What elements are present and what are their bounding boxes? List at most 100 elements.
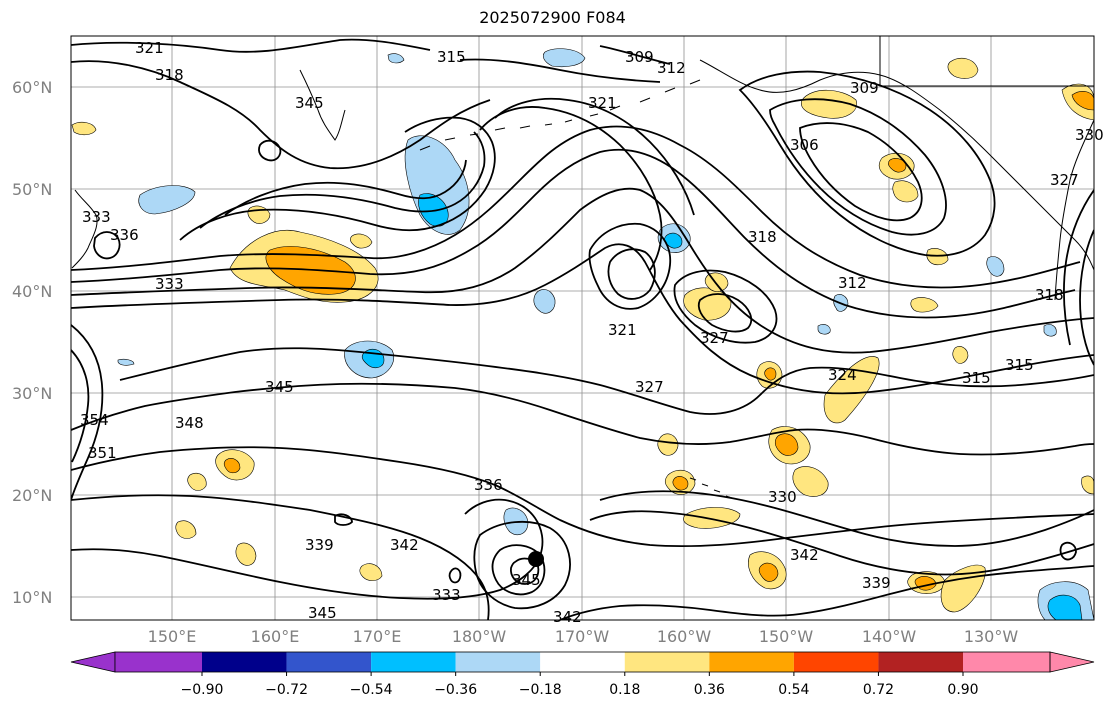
positive-anomaly-patch xyxy=(683,507,741,529)
colorbar-segment xyxy=(286,652,372,672)
colorbar-segment xyxy=(878,652,963,672)
kamchatka-coastline xyxy=(299,69,346,141)
contour-label: 327 xyxy=(700,329,729,347)
contour-label: 321 xyxy=(135,39,164,57)
negative-anomaly-patch xyxy=(117,358,135,366)
contour-label: 312 xyxy=(657,59,686,77)
lon-label: 150°W xyxy=(759,627,814,646)
positive-anomaly-patch xyxy=(235,542,257,566)
contour-label: 339 xyxy=(862,574,891,592)
contour-label: 345 xyxy=(295,94,324,112)
contour-label: 342 xyxy=(553,608,582,626)
contour-label: 330 xyxy=(768,488,797,506)
colorbar-tick-label: −0.72 xyxy=(265,682,308,698)
positive-anomaly-patch xyxy=(952,346,969,364)
lat-label: 60°N xyxy=(12,78,52,97)
lon-label: 160°W xyxy=(657,627,712,646)
lon-label: 160°E xyxy=(251,627,300,646)
colorbar: −0.90 −0.72 −0.54 −0.36 −0.18 0.18 0.36 0.54 0.7… xyxy=(70,651,1095,698)
lat-label: 50°N xyxy=(12,180,52,199)
colorbar-extend-max xyxy=(1049,651,1095,673)
positive-anomaly-patch xyxy=(792,466,829,497)
colorbar-segment xyxy=(963,652,1050,672)
contour-label: 315 xyxy=(1005,356,1034,374)
contour-label: 309 xyxy=(850,79,879,97)
plot-area xyxy=(71,36,1094,620)
lon-label: 150°E xyxy=(148,627,197,646)
positive-anomaly-patch xyxy=(175,520,197,539)
positive-anomaly-patch xyxy=(1081,475,1094,495)
contour-label: 354 xyxy=(80,411,109,429)
contour-label: 345 xyxy=(265,378,294,396)
colorbar-segment xyxy=(709,652,794,672)
contour-labels: 321 318 315 309 312 321 309 306 330 327 … xyxy=(80,39,1104,626)
lon-label: 170°W xyxy=(555,627,610,646)
contour-label: 324 xyxy=(828,366,857,384)
negative-anomaly-core xyxy=(1047,594,1083,620)
positive-anomaly-patch xyxy=(801,89,857,119)
positive-anomaly-core xyxy=(774,433,799,456)
contour-label: 309 xyxy=(625,48,654,66)
colorbar-tick-label: 0.90 xyxy=(947,682,978,698)
positive-anomaly-patch xyxy=(910,297,939,313)
contour-label: 327 xyxy=(635,378,664,396)
positive-anomaly-patch xyxy=(683,287,732,321)
lat-label: 10°N xyxy=(12,588,52,607)
hawaii-islands xyxy=(689,477,733,499)
contour-label: 333 xyxy=(155,275,184,293)
lon-label: 130°W xyxy=(964,627,1019,646)
positive-anomaly-patch xyxy=(350,233,373,249)
contour-label: 321 xyxy=(608,321,637,339)
gridlines xyxy=(71,36,1094,620)
negative-anomaly-patch xyxy=(387,53,405,64)
colorbar-segment xyxy=(202,652,287,672)
contour-label: 321 xyxy=(588,94,617,112)
lat-label: 20°N xyxy=(12,486,52,505)
contour-label: 339 xyxy=(305,536,334,554)
contour-label: 333 xyxy=(82,208,111,226)
positive-anomaly-patch xyxy=(947,57,979,79)
latitude-labels: 60°N 50°N 40°N 30°N 20°N 10°N xyxy=(12,78,52,607)
contour-label: 345 xyxy=(512,571,541,589)
colorbar-extend-min xyxy=(70,651,116,673)
colorbar-segment xyxy=(371,652,456,672)
colorbar-tick-label: −0.54 xyxy=(350,682,393,698)
colorbar-segment xyxy=(793,652,879,672)
colorbar-tick-label: −0.90 xyxy=(181,682,224,698)
positive-anomaly-core xyxy=(764,367,777,381)
positive-anomaly-patch xyxy=(892,180,919,203)
colorbar-segment xyxy=(115,652,202,672)
positive-anomaly-patch xyxy=(359,563,383,581)
contour-label: 336 xyxy=(110,226,139,244)
contour-label: 315 xyxy=(962,369,991,387)
contour-label: 312 xyxy=(838,274,867,292)
lon-label: 140°W xyxy=(862,627,917,646)
colorbar-segment xyxy=(624,652,710,672)
positive-anomaly-patch xyxy=(657,433,679,456)
alaska-coastline xyxy=(699,59,1094,271)
contour-label: 315 xyxy=(437,48,466,66)
contour-label: 345 xyxy=(308,604,337,622)
height-contours xyxy=(71,38,1094,620)
plot-frame xyxy=(70,35,1095,621)
contour-label: 306 xyxy=(790,136,819,154)
contour-label: 333 xyxy=(432,586,461,604)
negative-anomaly-patch xyxy=(542,48,586,68)
positive-anomaly-core xyxy=(672,476,689,491)
contour-label: 330 xyxy=(1075,126,1104,144)
lon-label: 170°E xyxy=(353,627,402,646)
contour-label: 318 xyxy=(155,66,184,84)
negative-anomaly-patch xyxy=(138,185,196,215)
positive-anomaly-patch xyxy=(71,121,97,136)
contour-label: 327 xyxy=(1050,171,1079,189)
colorbar-tick-label: −0.18 xyxy=(519,682,562,698)
contour-label: 351 xyxy=(88,444,117,462)
negative-anomaly-patch xyxy=(817,324,831,335)
positive-anomaly-patch xyxy=(187,472,207,491)
longitude-labels: 150°E 160°E 170°E 180°W 170°W 160°W 150°… xyxy=(148,627,1019,646)
negative-anomaly-patch xyxy=(1043,324,1057,337)
map-title: 2025072900 F084 xyxy=(479,8,626,27)
colorbar-tick-label: 0.54 xyxy=(778,682,809,698)
contour-label: 336 xyxy=(474,476,503,494)
aleutian-islands xyxy=(419,79,701,151)
